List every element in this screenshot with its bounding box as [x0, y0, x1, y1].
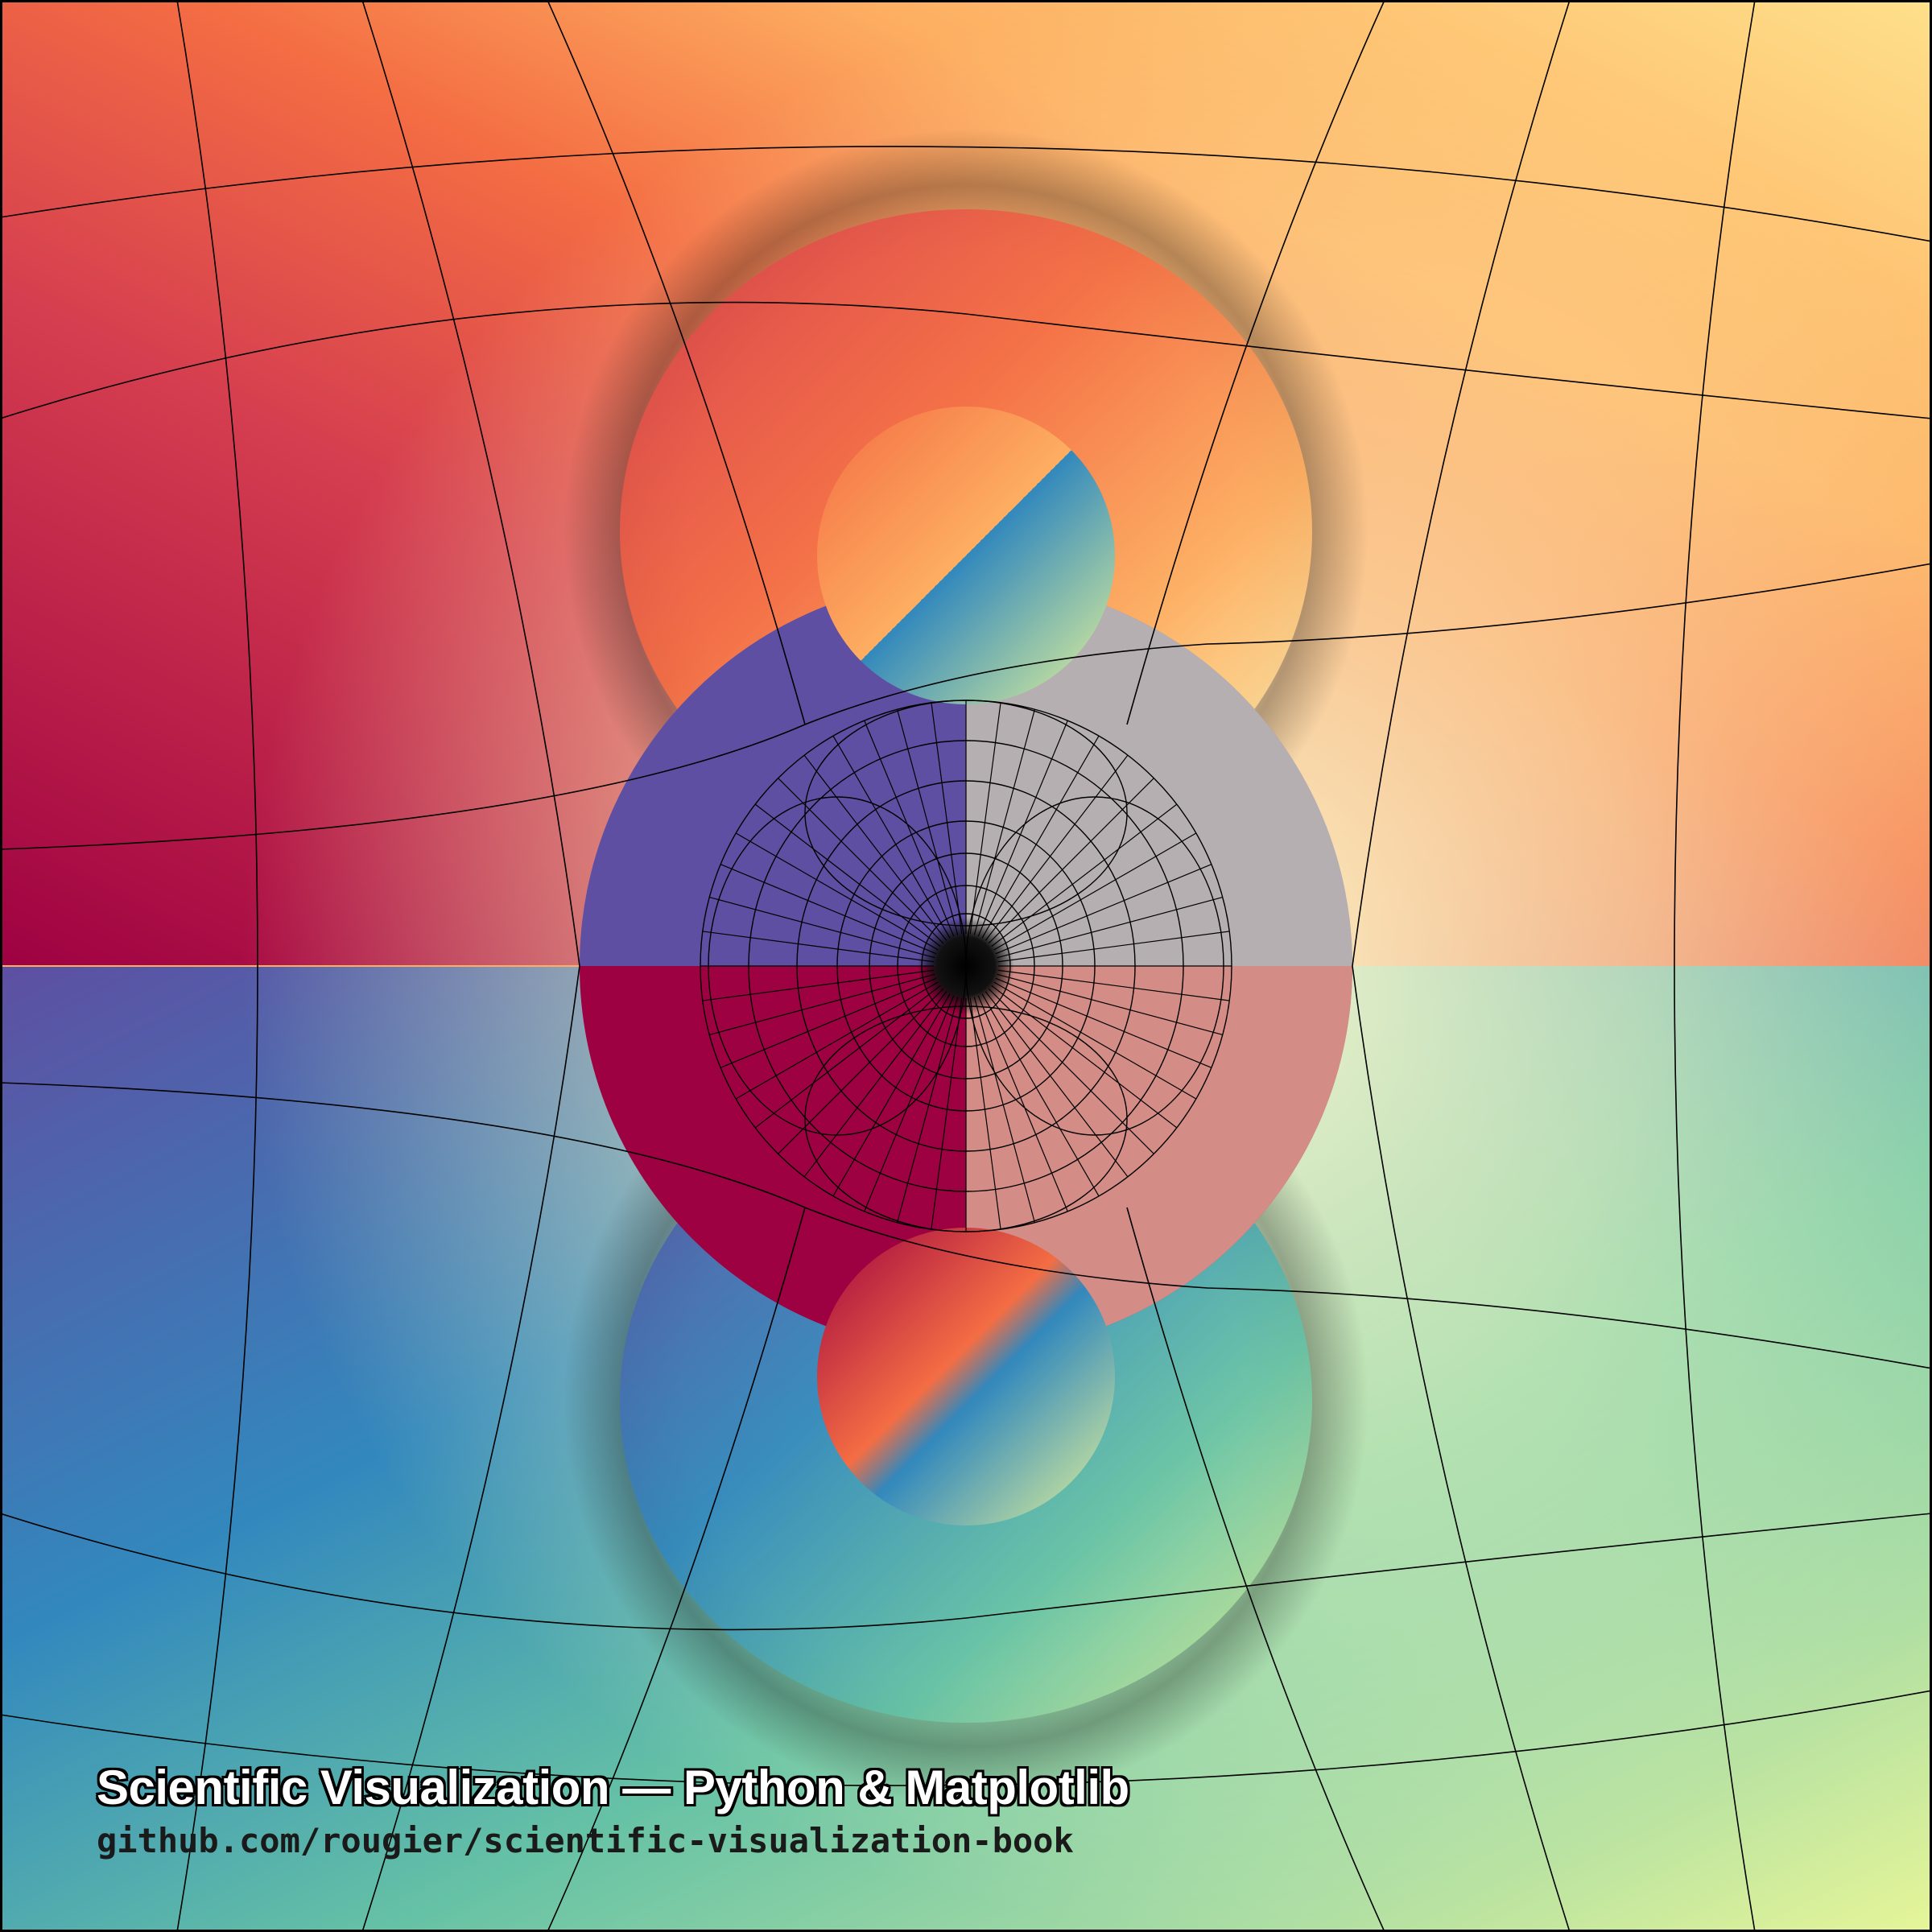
polar-spoke: [993, 981, 1197, 1100]
caption-url: github.com/rougier/scientific-visualizat…: [97, 1820, 1074, 1860]
polar-spoke: [931, 702, 963, 935]
polar-spoke: [997, 973, 1223, 1035]
polar-spoke: [897, 997, 959, 1223]
polar-spoke: [995, 864, 1212, 955]
polar-spoke: [832, 735, 951, 939]
polar-spoke: [709, 897, 935, 959]
polar-spoke: [735, 981, 939, 1100]
polar-spoke: [969, 997, 1001, 1230]
polar-spoke: [988, 988, 1154, 1154]
polar-spoke: [973, 997, 1035, 1223]
polar-spoke: [803, 754, 947, 941]
polar-spoke: [985, 754, 1129, 941]
caption-title: Scientific Visualization — Python & Matp…: [97, 1760, 1129, 1814]
polar-spoke: [720, 977, 937, 1068]
polar-spoke: [995, 977, 1212, 1068]
caption: Scientific Visualization — Python & Matp…: [97, 1761, 1835, 1861]
polar-spoke: [897, 709, 959, 935]
polar-spoke: [991, 803, 1178, 947]
polar-spoke: [702, 931, 935, 963]
polar-spoke: [973, 709, 1035, 935]
polar-spoke: [864, 995, 955, 1212]
polar-spoke: [864, 720, 955, 937]
polar-spoke: [709, 973, 935, 1035]
polar-spoke: [754, 803, 941, 947]
polar-spoke: [931, 997, 963, 1230]
polar-spoke: [832, 993, 951, 1197]
polar-spoke: [997, 969, 1230, 1001]
polar-spoke: [988, 778, 1154, 944]
polar-spoke: [993, 832, 1197, 951]
polar-spoke: [981, 735, 1100, 939]
polar-spoke: [720, 864, 937, 955]
polar-spoke: [997, 931, 1230, 963]
polar-spoke: [735, 832, 939, 951]
polar-spoke: [778, 778, 944, 944]
polar-spoke: [778, 988, 944, 1154]
polar-spoke: [754, 985, 941, 1129]
polar-spoke: [991, 985, 1178, 1129]
polar-spoke: [702, 969, 935, 1001]
polar-spoke: [977, 995, 1068, 1212]
polar-spoke: [969, 702, 1001, 935]
polar-spoke: [803, 991, 947, 1178]
polar-spoke: [997, 897, 1223, 959]
polar-spoke: [985, 991, 1129, 1178]
polar-spoke: [981, 993, 1100, 1197]
polar-spoke: [977, 720, 1068, 937]
